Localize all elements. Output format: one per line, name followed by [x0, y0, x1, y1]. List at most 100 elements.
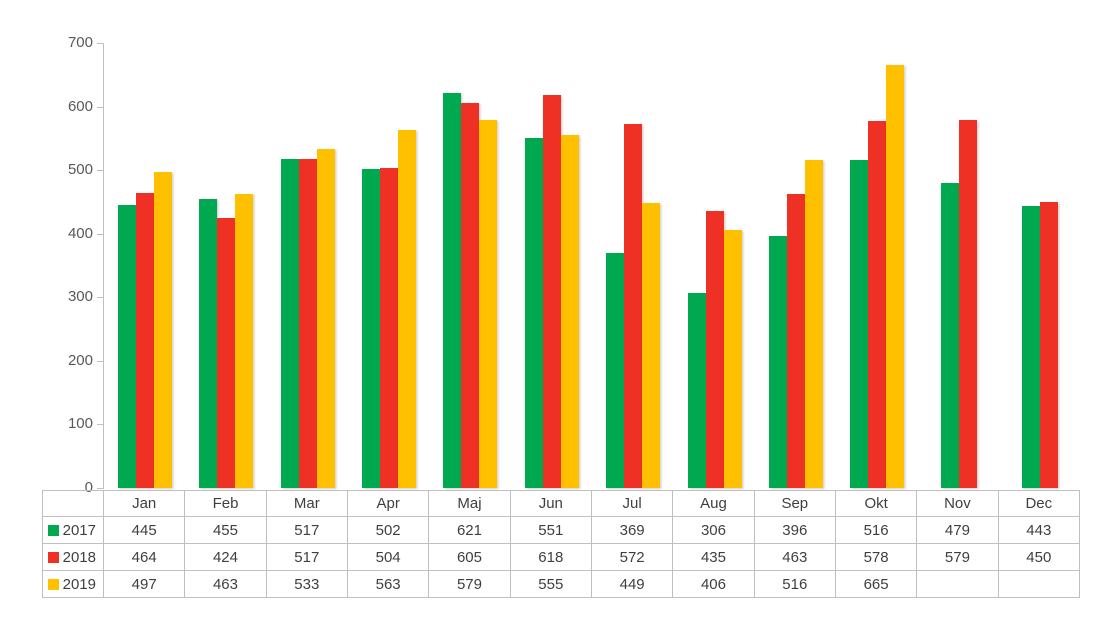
table-value-cell: 578 [834, 543, 918, 571]
y-axis-tick-mark [97, 233, 103, 235]
bar-2018-aug [705, 211, 724, 488]
legend-swatch-2019 [47, 578, 59, 590]
y-axis-tick-mark [97, 424, 103, 426]
bar-2017-sep [769, 236, 788, 488]
table-month-header: Nov [916, 490, 999, 517]
bar-group-mar [267, 43, 348, 488]
bar-2019-aug [723, 230, 742, 488]
y-axis-tick-mark [97, 360, 103, 362]
table-value-cell: 502 [346, 516, 430, 544]
legend-swatch-2017 [47, 524, 59, 536]
table-month-header: Maj [428, 490, 511, 517]
bar-group-maj [430, 43, 511, 488]
bar-2017-jan [117, 205, 136, 488]
y-axis-tick-label: 700 [67, 34, 93, 51]
table-value-cell: 443 [997, 516, 1081, 544]
bar-2019-maj [479, 120, 498, 488]
table-month-header: Dec [997, 490, 1081, 517]
bar-group-jan [104, 43, 185, 488]
table-value-cell: 665 [834, 570, 918, 598]
series-name-label: 2017 [62, 521, 96, 539]
table-value-cell [997, 570, 1081, 598]
bar-2018-dec [1040, 202, 1059, 488]
table-month-header: Jul [590, 490, 674, 517]
plot-area [104, 43, 1081, 488]
bar-group-nov [918, 43, 999, 488]
table-value-cell: 516 [834, 516, 918, 544]
bar-2019-mar [316, 149, 335, 488]
bar-group-apr [348, 43, 429, 488]
bar-group-aug [674, 43, 755, 488]
table-month-header: Sep [753, 490, 836, 517]
y-axis-tick-mark [97, 488, 103, 489]
table-value-cell: 396 [753, 516, 836, 544]
table-month-header: Aug [672, 490, 755, 517]
table-value-cell: 572 [590, 543, 674, 571]
bar-2019-jan [153, 172, 172, 488]
table-value-cell: 306 [672, 516, 755, 544]
y-axis-tick-label: 300 [67, 288, 93, 306]
bar-group-jun [511, 43, 592, 488]
bar-2017-feb [199, 199, 218, 488]
bar-2017-jul [606, 253, 625, 488]
y-axis-line [103, 43, 104, 489]
bar-2017-apr [361, 169, 380, 488]
table-month-header: Jun [509, 490, 592, 517]
bar-2017-dec [1022, 206, 1041, 488]
table-value-cell: 406 [672, 570, 755, 598]
y-axis-tick-label: 100 [67, 415, 93, 433]
y-axis-tick-label: 200 [67, 351, 93, 369]
y-axis-tick-mark [97, 297, 103, 299]
table-row-2019: 2019 497 463 533 563 579 555 449 406 516 665 [42, 570, 1081, 598]
bar-2018-jan [135, 193, 154, 488]
legend-cell-2019: 2019 [42, 570, 104, 598]
bar-group-dec [1000, 43, 1081, 488]
y-axis-tick-label: 500 [67, 161, 93, 179]
table-value-cell: 463 [753, 543, 836, 571]
series-name-label: 2018 [62, 548, 96, 566]
y-axis-tick-mark [97, 106, 103, 108]
table-value-cell: 551 [509, 516, 592, 544]
table-value-cell: 479 [916, 516, 999, 544]
table-value-cell: 504 [346, 543, 430, 571]
table-value-cell: 450 [997, 543, 1081, 571]
legend-cell-2018: 2018 [42, 543, 104, 571]
bar-2019-feb [235, 194, 254, 488]
bar-2019-apr [397, 130, 416, 488]
table-value-cell: 455 [184, 516, 267, 544]
table-value-cell: 369 [590, 516, 674, 544]
table-value-cell: 435 [672, 543, 755, 571]
bar-group-jul [593, 43, 674, 488]
table-value-cell: 497 [102, 570, 186, 598]
bar-2017-okt [850, 160, 869, 488]
bar-2018-nov [958, 120, 977, 488]
bar-2017-aug [687, 293, 706, 488]
bar-2018-sep [787, 194, 806, 488]
table-value-cell: 463 [184, 570, 267, 598]
y-axis-tick-mark [97, 43, 103, 44]
table-value-cell [916, 570, 999, 598]
table-month-header: Okt [834, 490, 918, 517]
bar-group-okt [837, 43, 918, 488]
bar-2017-nov [940, 183, 959, 488]
legend-cell-2017: 2017 [42, 516, 104, 544]
table-month-header: Jan [102, 490, 186, 517]
y-axis-tick-label: 400 [67, 224, 93, 242]
bar-2019-sep [805, 160, 824, 488]
bar-2018-jun [542, 95, 561, 488]
bar-2018-jul [624, 124, 643, 488]
table-value-cell: 516 [753, 570, 836, 598]
table-value-cell: 464 [102, 543, 186, 571]
table-value-cell: 579 [428, 570, 511, 598]
table-value-cell: 517 [265, 543, 348, 571]
table-value-cell: 605 [428, 543, 511, 571]
table-value-cell: 621 [428, 516, 511, 544]
table-value-cell: 445 [102, 516, 186, 544]
bar-2019-okt [886, 65, 905, 488]
table-value-cell: 618 [509, 543, 592, 571]
table-header-row: Jan Feb Mar Apr Maj Jun Jul Aug Sep Okt Nov Dec [42, 490, 1081, 517]
table-row-2017: 2017 445 455 517 502 621 551 369 306 396 516 479 443 [42, 516, 1081, 544]
bar-2018-maj [461, 103, 480, 488]
table-month-header: Apr [346, 490, 430, 517]
